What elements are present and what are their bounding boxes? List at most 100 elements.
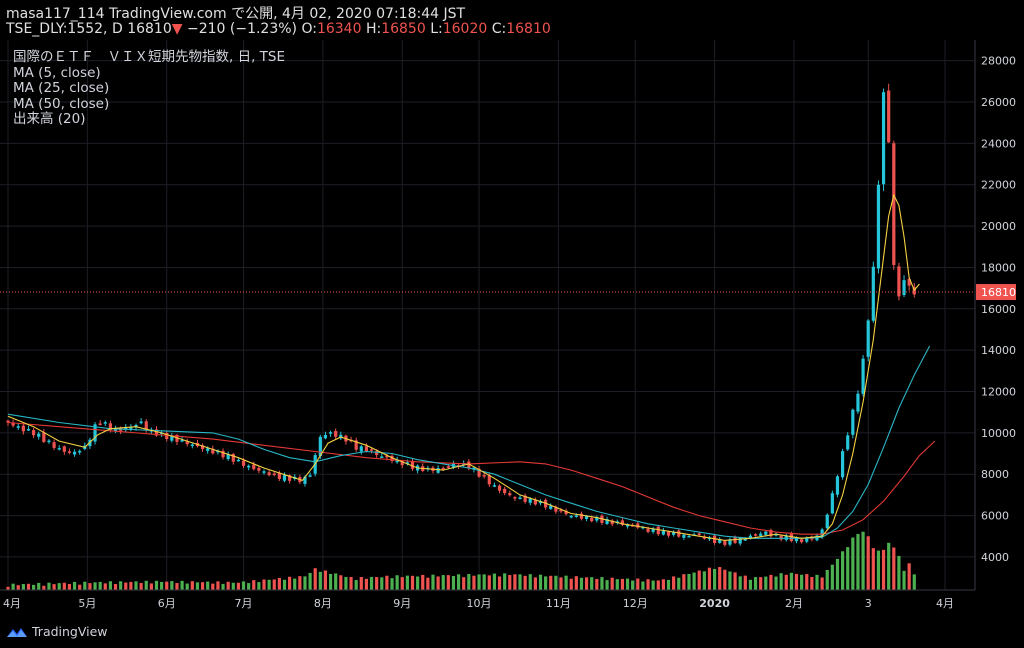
volume-bar xyxy=(170,581,174,590)
candle-body xyxy=(610,520,614,525)
candle-body xyxy=(185,441,189,445)
volume-bar xyxy=(78,584,82,590)
volume-bar xyxy=(364,578,369,590)
volume-bar xyxy=(513,574,517,590)
candle-body xyxy=(687,536,691,538)
last-price: 16810 xyxy=(127,21,172,37)
candle-body xyxy=(661,530,665,535)
candle-body xyxy=(380,456,384,458)
volume-bar xyxy=(313,568,317,590)
y-tick-label: 10000 xyxy=(981,427,1016,440)
candle-body xyxy=(231,453,235,462)
volume-bar xyxy=(160,581,164,590)
volume-bar xyxy=(861,531,865,590)
legend-ma50[interactable]: MA (50, close) xyxy=(13,95,110,112)
price-change: −210 (−1.23%) xyxy=(186,21,297,37)
candle-body xyxy=(876,184,881,269)
volume-bar xyxy=(615,579,619,590)
volume-bar xyxy=(538,574,543,590)
volume-bar xyxy=(288,576,292,590)
candle-body xyxy=(605,519,609,525)
close-label: C: xyxy=(491,21,507,37)
candle-body xyxy=(528,498,532,503)
volume-bar xyxy=(83,581,87,590)
candle-body xyxy=(672,532,676,535)
volume-bar xyxy=(26,583,31,590)
volume-bar xyxy=(871,548,875,590)
candle-body xyxy=(728,539,732,545)
legend-ma5[interactable]: MA (5, close) xyxy=(13,64,101,81)
volume-bar xyxy=(656,580,660,590)
x-tick-label: 11月 xyxy=(546,597,571,610)
volume-bar xyxy=(876,550,881,590)
brand[interactable]: TradingView xyxy=(6,624,108,639)
last-price-tag-label: 16810 xyxy=(981,286,1016,299)
candle-body xyxy=(564,510,568,515)
legend-ma25[interactable]: MA (25, close) xyxy=(13,80,110,96)
candle-body xyxy=(861,358,865,394)
volume-bar xyxy=(139,582,143,590)
price-chart[interactable]: 4000 6000 8000 10000 12000 14000 16000 18000 200… xyxy=(0,40,1024,616)
volume-bar xyxy=(748,579,753,590)
candle-body xyxy=(800,539,804,543)
candle-body xyxy=(211,448,215,454)
x-tick-label: 9月 xyxy=(393,597,411,610)
candle-body xyxy=(712,535,717,544)
symbol-label: TSE_DLY:1552, D xyxy=(6,21,123,37)
candle-body xyxy=(6,420,10,423)
volume-bar xyxy=(518,574,522,590)
volume-bar xyxy=(72,581,77,590)
volume-bar xyxy=(881,549,886,590)
volume-bar xyxy=(544,576,548,590)
candle-body xyxy=(272,473,276,476)
volume-bar xyxy=(436,576,440,590)
candle-body xyxy=(666,531,671,536)
volume-bar xyxy=(692,572,696,590)
candle-body xyxy=(743,539,747,541)
y-tick-label: 6000 xyxy=(981,510,1009,523)
volume-bar xyxy=(354,580,358,590)
volume-bar xyxy=(467,574,471,590)
time-axis: 4月 5月 6月 7月 8月 9月 10月 11月 12月 2020 2月 3 4月 xyxy=(3,597,954,610)
candle-body xyxy=(656,526,660,535)
candle-body xyxy=(98,423,102,425)
volume-bar xyxy=(907,563,911,590)
legend-volume[interactable]: 出来高 (20) xyxy=(13,111,86,127)
volume-bar xyxy=(221,583,225,590)
moving-averages xyxy=(0,193,975,541)
y-tick-label: 22000 xyxy=(981,179,1016,192)
volume-bar xyxy=(533,577,537,590)
volume-bar xyxy=(247,583,251,590)
candle-body xyxy=(108,423,113,430)
candle-body xyxy=(579,513,584,519)
volume-bar xyxy=(559,577,563,590)
candle-body xyxy=(288,475,292,481)
volume-bar xyxy=(308,572,312,590)
volume-bar xyxy=(185,583,189,590)
candle-body xyxy=(759,533,763,536)
volume-bar xyxy=(113,584,118,590)
volume-bar xyxy=(323,570,328,590)
volume-bar xyxy=(426,577,430,590)
volume-bar xyxy=(579,577,584,590)
volume-bar xyxy=(835,558,840,590)
volume-bar xyxy=(282,579,287,590)
candle-body xyxy=(538,501,543,504)
volume-bar xyxy=(620,578,625,590)
candle-body xyxy=(902,280,906,296)
candle-body xyxy=(774,534,778,536)
volume-bar xyxy=(57,583,61,590)
volume-bar xyxy=(456,574,461,590)
candle-body xyxy=(518,497,522,499)
volume-bar xyxy=(636,578,640,590)
volume-bar xyxy=(119,581,123,590)
candle-body xyxy=(595,517,599,521)
candle-body xyxy=(825,514,829,529)
volume-bar xyxy=(810,577,814,590)
y-tick-label: 12000 xyxy=(981,386,1016,399)
volume-bar xyxy=(47,582,51,590)
low-label: L: xyxy=(430,21,443,37)
volume-bar xyxy=(887,542,891,590)
volume-bar xyxy=(789,572,793,590)
candle-body xyxy=(871,266,875,321)
